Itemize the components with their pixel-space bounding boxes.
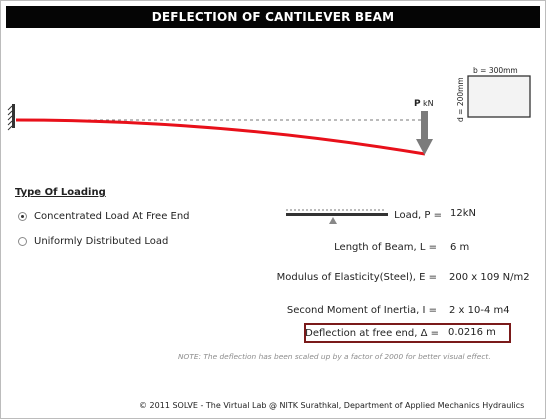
deflected-beam-curve: [15, 118, 426, 156]
inertia-value: 2 x 10-4 m4: [449, 305, 510, 316]
section-width-label: b = 300mm: [473, 66, 518, 75]
radio-unselected-icon[interactable]: [18, 237, 27, 246]
copyright-footer: © 2011 SOLVE - The Virtual Lab @ NITK Su…: [139, 401, 525, 410]
page-title: DEFLECTION OF CANTILEVER BEAM: [6, 6, 540, 28]
load-value: 12kN: [450, 208, 476, 219]
modulus-label: Modulus of Elasticity(Steel), E =: [276, 272, 437, 283]
fixed-support-icon: [7, 104, 15, 131]
option-label: Concentrated Load At Free End: [34, 211, 190, 222]
section-depth-label: d = 200mm: [456, 77, 465, 122]
scaling-note: NOTE: The deflection has been scaled up …: [178, 352, 491, 361]
option-label: Uniformly Distributed Load: [34, 236, 169, 247]
load-symbol-label: P: [414, 99, 421, 109]
length-value: 6 m: [450, 242, 470, 253]
load-arrow-icon: [416, 111, 433, 155]
radio-selected-icon[interactable]: [18, 212, 27, 221]
modulus-value: 200 x 109 N/m2: [449, 272, 530, 283]
option-distributed-load[interactable]: Uniformly Distributed Load: [18, 236, 168, 247]
load-label: Load, P =: [394, 210, 442, 221]
beam-support-icon: [286, 209, 388, 224]
loading-type-title: Type Of Loading: [15, 187, 106, 198]
deflection-value: 0.0216 m: [448, 327, 496, 338]
deflection-label: Deflection at free end, Δ =: [305, 328, 439, 339]
deflection-result-box: [304, 323, 511, 343]
cross-section-rect: [467, 75, 531, 118]
option-concentrated-load[interactable]: Concentrated Load At Free End: [18, 211, 190, 222]
inertia-label: Second Moment of Inertia, I =: [286, 305, 437, 316]
length-label: Length of Beam, L =: [334, 242, 437, 253]
load-unit-label: kN: [423, 99, 434, 108]
